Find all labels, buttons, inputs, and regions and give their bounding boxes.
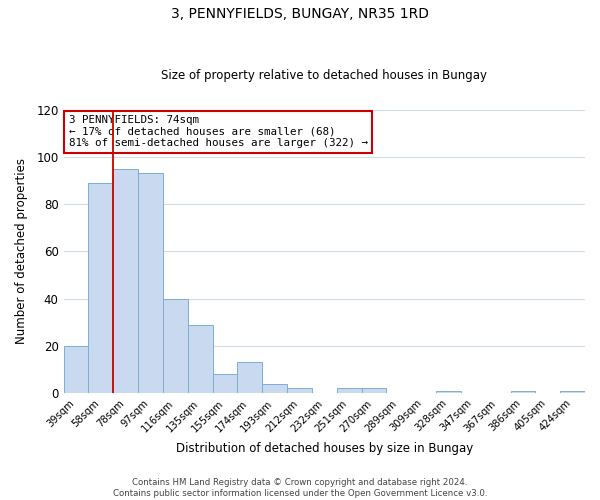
Bar	[212, 374, 238, 393]
Bar	[188, 324, 212, 393]
Text: 3 PENNYFIELDS: 74sqm
← 17% of detached houses are smaller (68)
81% of semi-detac: 3 PENNYFIELDS: 74sqm ← 17% of detached h…	[69, 115, 368, 148]
Text: Contains HM Land Registry data © Crown copyright and database right 2024.
Contai: Contains HM Land Registry data © Crown c…	[113, 478, 487, 498]
Bar	[138, 174, 163, 393]
Title: Size of property relative to detached houses in Bungay: Size of property relative to detached ho…	[161, 69, 487, 82]
Bar	[88, 183, 113, 393]
Bar	[64, 346, 88, 393]
Bar	[362, 388, 386, 393]
Bar	[238, 362, 262, 393]
Bar	[113, 168, 138, 393]
Bar	[560, 391, 585, 393]
Bar	[287, 388, 312, 393]
Bar	[163, 298, 188, 393]
Bar	[262, 384, 287, 393]
X-axis label: Distribution of detached houses by size in Bungay: Distribution of detached houses by size …	[176, 442, 473, 455]
Bar	[436, 391, 461, 393]
Text: 3, PENNYFIELDS, BUNGAY, NR35 1RD: 3, PENNYFIELDS, BUNGAY, NR35 1RD	[171, 8, 429, 22]
Y-axis label: Number of detached properties: Number of detached properties	[15, 158, 28, 344]
Bar	[511, 391, 535, 393]
Bar	[337, 388, 362, 393]
